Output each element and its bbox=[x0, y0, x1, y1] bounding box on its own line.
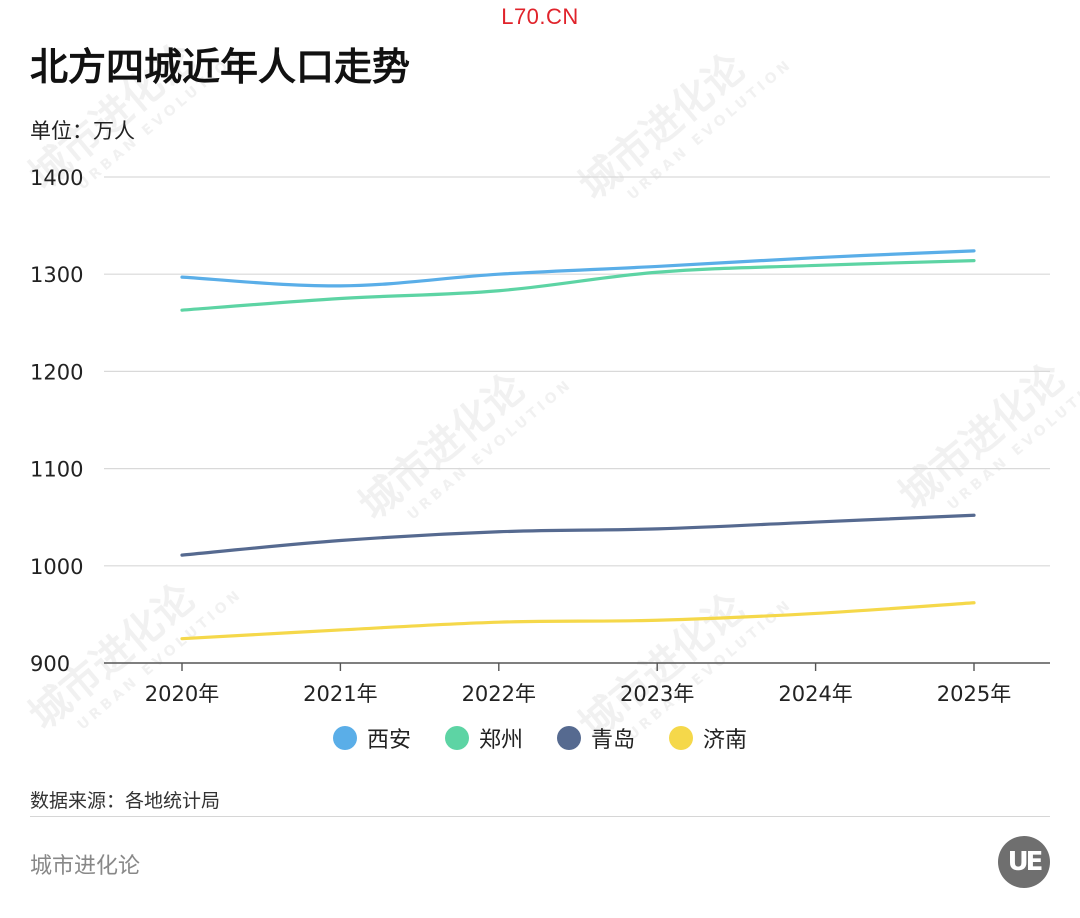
x-tick-label: 2024年 bbox=[778, 682, 852, 706]
x-axis-ticks: 2020年 2021年 2022年 2023年 2024年 2025年 bbox=[145, 682, 1011, 706]
series-line-0 bbox=[180, 249, 976, 288]
legend-label: 郑州 bbox=[478, 728, 523, 753]
series-lines bbox=[180, 249, 976, 641]
chart-title: 北方四城近年人口走势 bbox=[30, 45, 411, 89]
divider bbox=[30, 816, 1050, 817]
brand-name: 城市进化论 bbox=[30, 854, 141, 879]
site-tag[interactable]: L70.CN bbox=[501, 4, 579, 29]
legend-item-3[interactable]: 济南 bbox=[669, 722, 747, 754]
y-tick-label: 900 bbox=[30, 652, 70, 676]
y-tick-label: 1000 bbox=[30, 555, 83, 579]
series-line-1 bbox=[180, 258, 976, 312]
series-line-3 bbox=[180, 601, 976, 641]
x-tick-label: 2020年 bbox=[145, 682, 219, 706]
x-tick-label: 2025年 bbox=[937, 682, 1011, 706]
x-tick-label: 2023年 bbox=[620, 682, 694, 706]
x-tick-label: 2021年 bbox=[303, 682, 377, 706]
brand-logo-icon: UE bbox=[998, 836, 1050, 888]
y-tick-label: 1100 bbox=[30, 458, 83, 482]
y-tick-label: 1300 bbox=[30, 263, 83, 287]
legend-dot-icon bbox=[332, 726, 357, 750]
unit-label: 单位：万人 bbox=[30, 119, 135, 143]
y-tick-label: 1200 bbox=[30, 360, 83, 384]
legend-dot-icon bbox=[557, 726, 581, 750]
series-line-2 bbox=[180, 513, 976, 557]
y-tick-label: 1400 bbox=[30, 166, 83, 190]
legend: 西安 郑州 青岛 济南 bbox=[0, 722, 1080, 754]
legend-dot-icon bbox=[444, 726, 469, 750]
legend-dot-icon bbox=[669, 726, 694, 750]
legend-label: 济南 bbox=[703, 728, 748, 753]
legend-item-2[interactable]: 青岛 bbox=[557, 722, 635, 754]
x-tick-label: 2022年 bbox=[462, 682, 536, 706]
legend-label: 青岛 bbox=[591, 728, 636, 753]
legend-label: 西安 bbox=[366, 728, 411, 753]
grid-lines bbox=[104, 176, 1050, 664]
legend-item-0[interactable]: 西安 bbox=[332, 722, 411, 754]
source-note: 数据来源：各地统计局 bbox=[30, 790, 221, 812]
x-axis-tick-marks bbox=[181, 663, 975, 671]
y-axis-ticks: 900 1000 1100 1200 1300 1400 bbox=[30, 166, 83, 676]
legend-item-1[interactable]: 郑州 bbox=[444, 722, 523, 754]
